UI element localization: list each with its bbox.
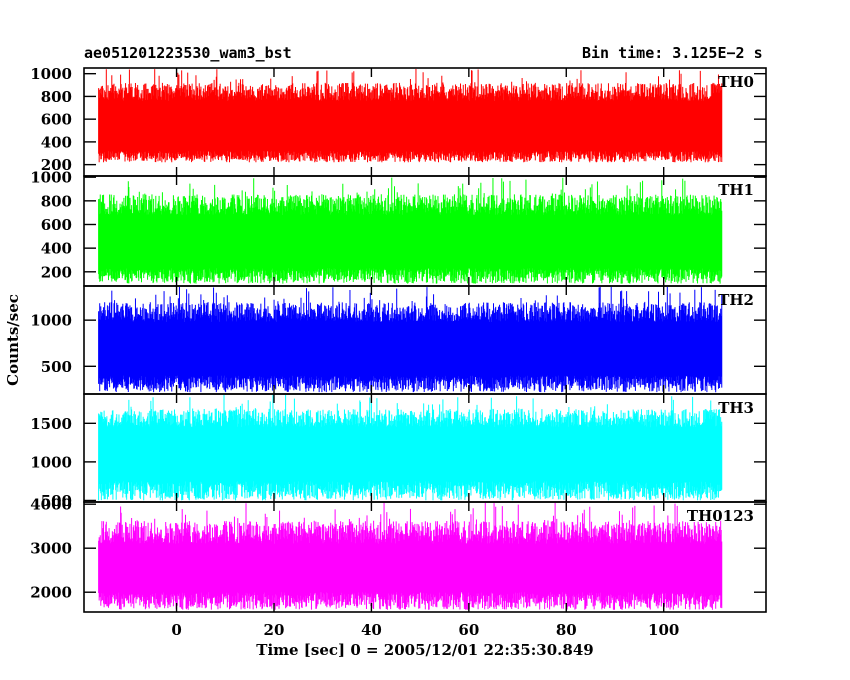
y-tick-label: 1000 (30, 169, 72, 187)
y-tick-label: 200 (41, 263, 72, 281)
series-th0123-trace (98, 503, 723, 610)
y-tick-label: 500 (41, 358, 72, 376)
y-tick-label: 1000 (30, 453, 72, 471)
y-tick-label: 1000 (30, 65, 72, 83)
y-tick-label: 600 (41, 216, 72, 234)
x-tick-label: 80 (556, 621, 577, 639)
x-tick-label: 20 (264, 621, 285, 639)
x-tick-label: 100 (648, 621, 679, 639)
panel-frame-th0123 (83, 501, 767, 613)
y-tick-label: 200 (41, 156, 72, 174)
bin-time-label: Bin time: 3.125E−2 s (582, 44, 763, 62)
series-th3-trace (98, 395, 723, 501)
y-tick-label: 600 (41, 111, 72, 129)
panel-label-th2: TH2 (718, 291, 754, 309)
y-tick-label: 1000 (30, 312, 72, 330)
observation-id-title: ae051201223530_wam3_bst (84, 44, 292, 62)
series-th2-trace (98, 287, 723, 393)
y-tick-label: 400 (41, 240, 72, 258)
x-tick-label: 0 (171, 621, 181, 639)
panel-label-th3: TH3 (718, 399, 754, 417)
y-tick-label: 800 (41, 88, 72, 106)
y-tick-label: 2000 (30, 584, 72, 602)
y-tick-label: 1500 (30, 415, 72, 433)
y-tick-label: 500 (41, 492, 72, 510)
panel-label-th0123: TH0123 (687, 507, 754, 525)
y-axis-label: Counts/sec (4, 294, 22, 386)
y-tick-label: 4000 (30, 496, 72, 514)
series-th0-trace (98, 69, 723, 163)
y-tick-label: 3000 (30, 540, 72, 558)
panel-label-th1: TH1 (718, 181, 754, 199)
x-axis-label: Time [sec] 0 = 2005/12/01 22:35:30.849 (256, 641, 593, 659)
panel-label-th0: TH0 (718, 73, 754, 91)
series-th1-trace (98, 177, 723, 284)
y-tick-label: 800 (41, 192, 72, 210)
y-tick-label: 400 (41, 133, 72, 151)
x-tick-label: 40 (361, 621, 382, 639)
x-tick-label: 60 (458, 621, 479, 639)
